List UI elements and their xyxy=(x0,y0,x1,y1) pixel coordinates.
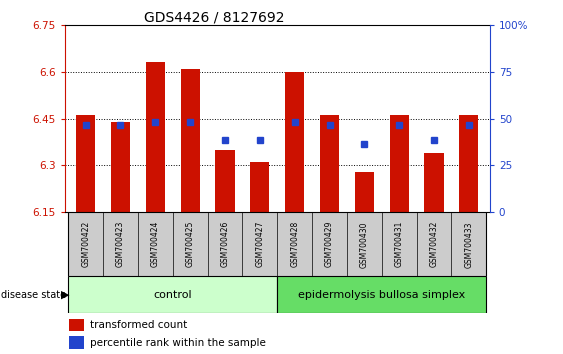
Text: GSM700427: GSM700427 xyxy=(256,221,265,268)
Bar xyxy=(355,172,374,212)
Text: GSM700426: GSM700426 xyxy=(221,221,230,268)
Bar xyxy=(459,115,479,212)
Bar xyxy=(278,276,486,313)
Text: GSM700422: GSM700422 xyxy=(81,221,90,267)
Bar xyxy=(285,72,304,212)
Text: percentile rank within the sample: percentile rank within the sample xyxy=(90,338,266,348)
Bar xyxy=(68,276,278,313)
Bar xyxy=(111,122,130,212)
Text: GSM700423: GSM700423 xyxy=(116,221,125,268)
Bar xyxy=(320,115,339,212)
Text: epidermolysis bullosa simplex: epidermolysis bullosa simplex xyxy=(298,290,466,300)
Text: GSM700432: GSM700432 xyxy=(430,221,439,268)
Bar xyxy=(390,115,409,212)
Text: GSM700433: GSM700433 xyxy=(464,221,473,268)
Bar xyxy=(146,62,165,212)
Text: transformed count: transformed count xyxy=(90,320,187,330)
Bar xyxy=(251,162,270,212)
Bar xyxy=(425,153,444,212)
Text: GSM700425: GSM700425 xyxy=(186,221,195,268)
Bar xyxy=(181,69,200,212)
Bar xyxy=(69,319,84,331)
Text: GSM700424: GSM700424 xyxy=(151,221,160,268)
Text: GDS4426 / 8127692: GDS4426 / 8127692 xyxy=(144,11,284,25)
Text: ▶: ▶ xyxy=(61,290,69,300)
Bar xyxy=(76,115,95,212)
Text: GSM700430: GSM700430 xyxy=(360,221,369,268)
Text: GSM700431: GSM700431 xyxy=(395,221,404,268)
Text: disease state: disease state xyxy=(1,290,66,300)
Text: GSM700429: GSM700429 xyxy=(325,221,334,268)
Bar xyxy=(216,150,235,212)
Bar xyxy=(69,336,84,349)
Text: GSM700428: GSM700428 xyxy=(290,221,299,267)
Text: control: control xyxy=(154,290,192,300)
